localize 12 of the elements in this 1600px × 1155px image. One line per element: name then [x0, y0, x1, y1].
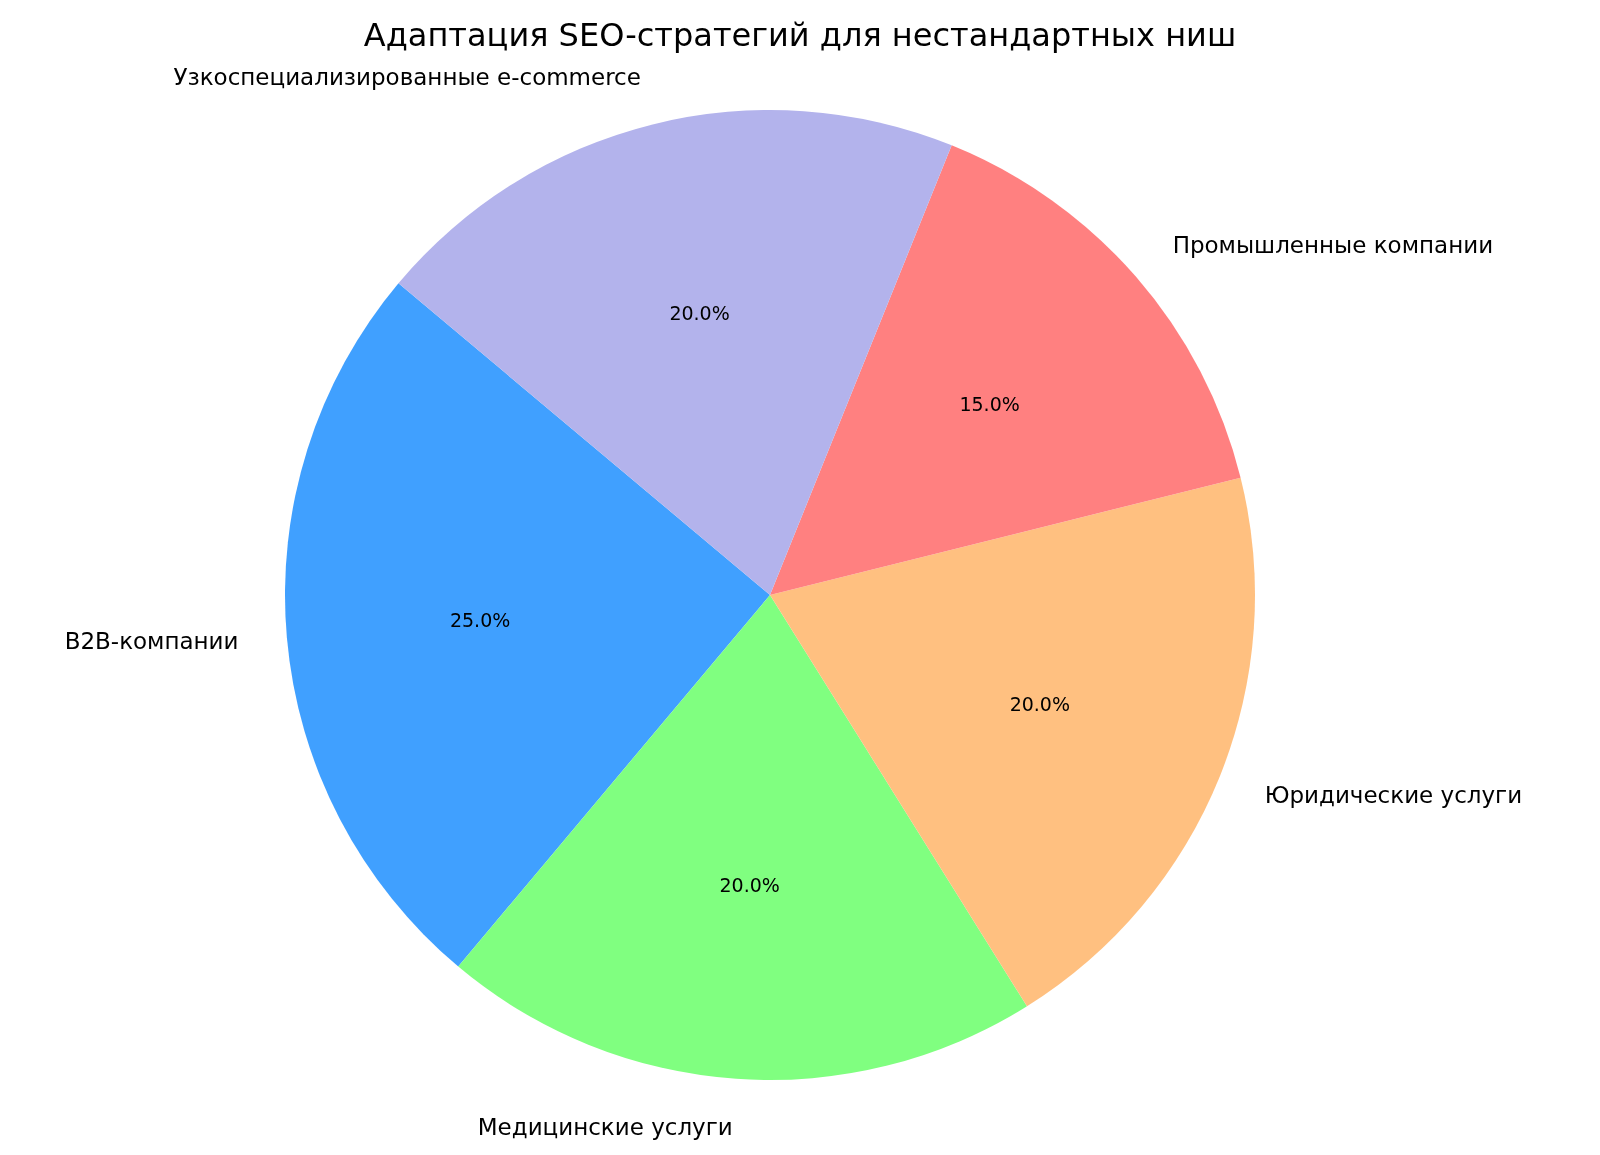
slice-label: Юридические услуги [1264, 781, 1523, 808]
slice-label: Промышленные компании [1172, 231, 1494, 258]
slice-label: Медицинские услуги [477, 1114, 733, 1141]
data-label: 20.0% [719, 874, 780, 897]
data-label: 20.0% [669, 301, 730, 324]
data-label: 20.0% [1009, 693, 1070, 716]
data-label: 25.0% [449, 609, 511, 632]
pie-slice [398, 110, 952, 595]
slice-label: Узкоспециализированные e-commerce [173, 64, 641, 91]
chart-title: Адаптация SEO-стратегий для нестандартных ниш [362, 16, 1238, 54]
slice-label: B2B-компании [64, 628, 239, 655]
data-label: 15.0% [959, 393, 1020, 416]
